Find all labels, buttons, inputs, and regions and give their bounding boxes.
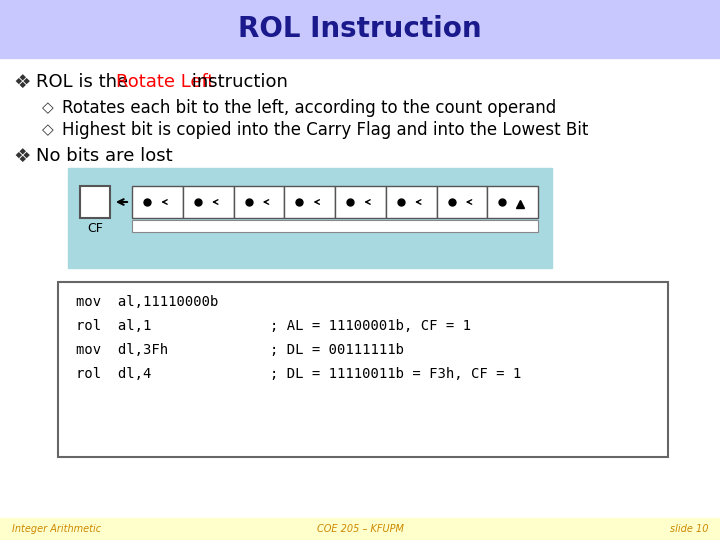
- Text: ROL is the: ROL is the: [36, 73, 134, 91]
- Bar: [80, 186, 110, 218]
- Text: rol  dl,4: rol dl,4: [76, 367, 151, 381]
- Text: slide 10: slide 10: [670, 524, 708, 534]
- Bar: [132, 186, 183, 218]
- Text: ; DL = 00111111b: ; DL = 00111111b: [270, 343, 404, 357]
- Text: COE 205 – KFUPM: COE 205 – KFUPM: [317, 524, 403, 534]
- Bar: [0, 0, 720, 58]
- Bar: [487, 186, 538, 218]
- Text: ◇: ◇: [42, 100, 54, 116]
- Bar: [132, 220, 538, 232]
- Text: Integer Arithmetic: Integer Arithmetic: [12, 524, 101, 534]
- Bar: [284, 186, 335, 218]
- Text: Rotate Left: Rotate Left: [116, 73, 215, 91]
- Bar: [335, 186, 386, 218]
- Text: rol  al,1: rol al,1: [76, 319, 151, 333]
- Bar: [0, 518, 720, 540]
- Bar: [183, 186, 233, 218]
- Text: mov  dl,3Fh: mov dl,3Fh: [76, 343, 168, 357]
- Text: ❖: ❖: [13, 72, 31, 91]
- Bar: [68, 168, 552, 268]
- Text: ; AL = 11100001b, CF = 1: ; AL = 11100001b, CF = 1: [270, 319, 471, 333]
- Bar: [58, 282, 668, 457]
- Text: No bits are lost: No bits are lost: [36, 147, 173, 165]
- Text: ❖: ❖: [13, 146, 31, 165]
- Text: instruction: instruction: [186, 73, 288, 91]
- Bar: [436, 186, 487, 218]
- Text: CF: CF: [87, 221, 103, 234]
- Text: mov  al,11110000b: mov al,11110000b: [76, 295, 218, 309]
- Text: Highest bit is copied into the Carry Flag and into the Lowest Bit: Highest bit is copied into the Carry Fla…: [62, 121, 588, 139]
- Text: ROL Instruction: ROL Instruction: [238, 15, 482, 43]
- Bar: [233, 186, 284, 218]
- Text: Rotates each bit to the left, according to the count operand: Rotates each bit to the left, according …: [62, 99, 557, 117]
- Bar: [386, 186, 436, 218]
- Text: ◇: ◇: [42, 123, 54, 138]
- Text: ; DL = 11110011b = F3h, CF = 1: ; DL = 11110011b = F3h, CF = 1: [270, 367, 521, 381]
